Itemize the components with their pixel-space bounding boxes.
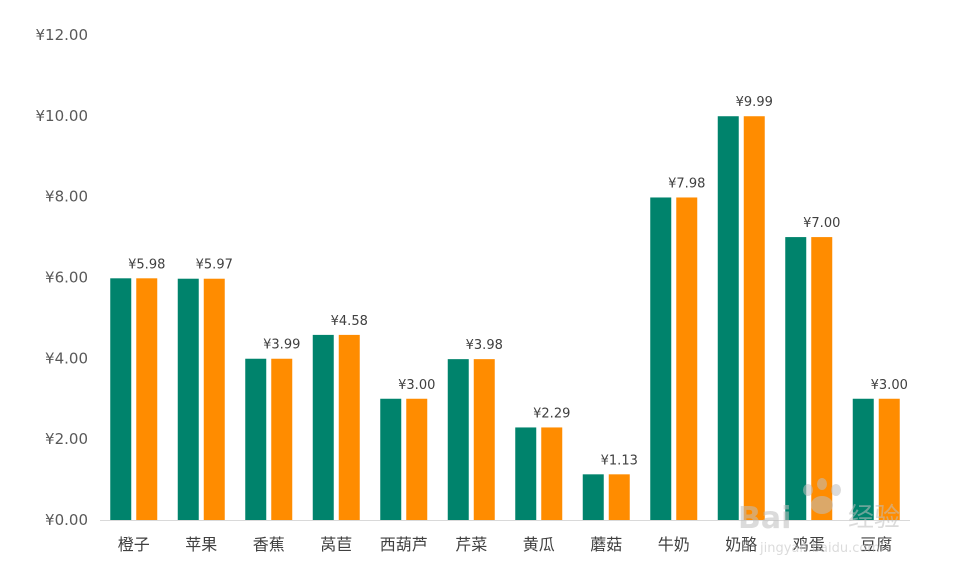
x-tick-label: 橙子 (118, 535, 150, 554)
bar-series-2-2 (271, 358, 293, 520)
data-label: ¥7.98 (668, 176, 705, 191)
bar-series-2-3 (338, 334, 360, 520)
y-tick-label: ¥4.00 (45, 349, 88, 367)
bar-series-2-11 (878, 398, 900, 520)
x-tick-label: 豆腐 (860, 535, 892, 554)
bar-series-1-9 (717, 116, 739, 521)
bar-series-1-8 (650, 197, 672, 520)
x-tick-label: 奶酪 (725, 535, 757, 554)
bars (110, 116, 900, 521)
data-label: ¥9.99 (736, 95, 773, 110)
y-tick-label: ¥8.00 (45, 188, 88, 206)
x-tick-label: 香蕉 (253, 535, 285, 554)
x-tick-label: 蘑菇 (590, 535, 622, 554)
data-label: ¥7.00 (803, 216, 840, 231)
bar-series-1-4 (380, 398, 402, 520)
bar-series-2-8 (676, 197, 698, 520)
watermark-brand-tail: 经验 (848, 503, 900, 533)
data-labels: ¥5.98 ¥5.97 ¥3.99 ¥4.58 ¥3.00 ¥3.98 ¥2.29 ¥1.13… (128, 95, 908, 468)
y-axis: ¥0.00 ¥2.00 ¥4.00 ¥6.00 ¥8.00 ¥10.00 ¥12.00 (36, 26, 89, 529)
data-label: ¥3.99 (263, 338, 300, 353)
bar-series-2-4 (406, 398, 428, 520)
x-axis: 橙子 苹果 香蕉 莴苣 西葫芦 芹菜 黄瓜 蘑菇 牛奶 奶酪 鸡蛋 豆腐 (118, 535, 893, 554)
baidu-watermark: Bai 经验 jingyan.baidu.com (738, 478, 900, 556)
bar-series-2-1 (203, 278, 225, 520)
x-tick-label: 苹果 (185, 535, 217, 554)
data-label: ¥3.00 (871, 378, 908, 393)
x-tick-label: 莴苣 (320, 535, 352, 554)
bar-series-2-6 (541, 427, 563, 520)
data-label: ¥5.97 (196, 258, 233, 273)
bar-series-1-3 (312, 334, 334, 520)
bar-series-2-9 (743, 116, 765, 521)
x-tick-label: 西葫芦 (380, 535, 428, 554)
bar-series-2-0 (136, 278, 158, 520)
data-label: ¥5.98 (128, 257, 165, 272)
x-tick-label: 黄瓜 (523, 535, 555, 554)
data-label: ¥2.29 (533, 406, 570, 421)
bar-series-1-6 (515, 427, 537, 520)
bar-series-1-7 (582, 474, 604, 520)
bar-series-2-10 (811, 237, 833, 521)
data-label: ¥4.58 (331, 314, 368, 329)
bar-series-1-1 (177, 278, 199, 520)
x-tick-label: 芹菜 (455, 535, 487, 554)
x-tick-label: 牛奶 (658, 535, 690, 554)
bar-series-1-0 (110, 278, 132, 520)
bar-series-1-10 (785, 237, 807, 521)
bar-series-1-11 (852, 398, 874, 520)
data-label: ¥3.98 (466, 338, 503, 353)
y-tick-label: ¥10.00 (36, 107, 89, 125)
x-tick-label: 鸡蛋 (793, 535, 825, 554)
y-tick-label: ¥6.00 (45, 269, 88, 287)
y-tick-label: ¥12.00 (36, 26, 89, 44)
y-tick-label: ¥2.00 (45, 430, 88, 448)
data-label: ¥1.13 (601, 453, 638, 468)
watermark-brand: Bai (738, 501, 791, 536)
bar-series-2-5 (473, 359, 495, 520)
bar-series-1-2 (245, 358, 267, 520)
watermark-url: jingyan.baidu.com (759, 541, 880, 556)
baidu-paw-icon (803, 478, 841, 514)
bar-series-1-5 (447, 359, 469, 520)
bar-series-2-7 (608, 474, 630, 520)
data-label: ¥3.00 (398, 378, 435, 393)
y-tick-label: ¥0.00 (45, 511, 88, 529)
